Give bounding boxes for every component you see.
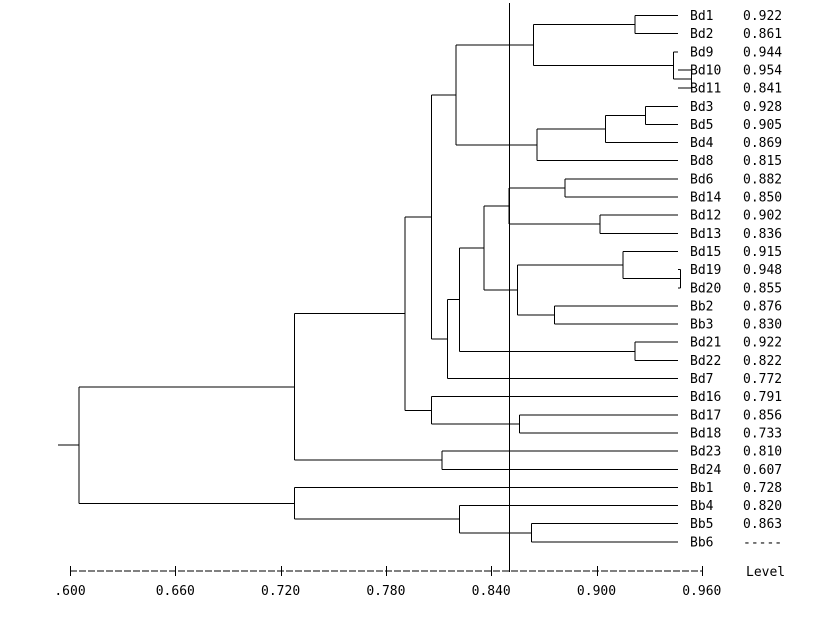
leaf-name: Bd11 xyxy=(690,82,721,97)
axis-tick-label: .600 xyxy=(54,584,85,599)
leaf-similarity-value: ----- xyxy=(743,535,782,550)
dendrogram-branches xyxy=(58,15,692,543)
leaf-name: Bd24 xyxy=(690,463,721,478)
leaf-similarity-value: 0.922 xyxy=(743,9,782,24)
leaf-similarity-value: 0.836 xyxy=(743,227,782,242)
leaf-similarity-value: 0.822 xyxy=(743,354,782,369)
leaf-name: Bd18 xyxy=(690,426,721,441)
leaf-similarity-value: 0.855 xyxy=(743,281,782,296)
leaf-name: Bd13 xyxy=(690,227,721,242)
leaf-similarity-value: 0.728 xyxy=(743,481,782,496)
leaf-name: Bd14 xyxy=(690,191,721,206)
level-axis: .600 0.660 0.720 0.780 0.840 0.900 0.960 Level xyxy=(54,3,785,599)
leaf-name: Bd15 xyxy=(690,245,721,260)
leaf-name: Bb5 xyxy=(690,517,713,532)
leaf-name: Bd12 xyxy=(690,209,721,224)
leaf-similarity-value: 0.733 xyxy=(743,426,782,441)
leaf-similarity-value: 0.944 xyxy=(743,45,782,60)
leaf-name: Bd5 xyxy=(690,118,713,133)
leaf-similarity-value: 0.841 xyxy=(743,82,782,97)
leaf-similarity-value: 0.902 xyxy=(743,209,782,224)
leaf-name: Bd3 xyxy=(690,100,713,115)
leaf-name: Bb3 xyxy=(690,318,713,333)
leaf-similarity-value: 0.869 xyxy=(743,136,782,151)
leaf-name: Bd10 xyxy=(690,63,721,78)
axis-tick-label: 0.780 xyxy=(366,584,405,599)
leaf-name: Bd16 xyxy=(690,390,721,405)
leaf-name: Bd21 xyxy=(690,336,721,351)
leaf-similarity-value: 0.922 xyxy=(743,336,782,351)
leaf-name: Bd4 xyxy=(690,136,714,151)
leaf-name: Bd20 xyxy=(690,281,721,296)
leaf-similarity-value: 0.830 xyxy=(743,318,782,333)
leaf-name: Bd17 xyxy=(690,408,721,423)
leaf-similarity-value: 0.954 xyxy=(743,63,782,78)
leaf-similarity-value: 0.863 xyxy=(743,517,782,532)
leaf-similarity-value: 0.850 xyxy=(743,191,782,206)
leaf-similarity-value: 0.856 xyxy=(743,408,782,423)
leaf-similarity-value: 0.791 xyxy=(743,390,782,405)
axis-tick-label: 0.660 xyxy=(156,584,195,599)
leaf-name: Bd9 xyxy=(690,45,713,60)
leaf-name: Bd22 xyxy=(690,354,721,369)
leaf-similarity-value: 0.861 xyxy=(743,27,782,42)
axis-tick-label: 0.900 xyxy=(577,584,616,599)
leaf-similarity-value: 0.928 xyxy=(743,100,782,115)
leaf-name: Bd2 xyxy=(690,27,713,42)
leaf-name: Bb2 xyxy=(690,299,713,314)
leaf-similarity-value: 0.607 xyxy=(743,463,782,478)
axis-tick-label: 0.840 xyxy=(472,584,511,599)
leaf-name: Bb4 xyxy=(690,499,714,514)
leaf-name: Bd8 xyxy=(690,154,713,169)
leaf-name: Bb1 xyxy=(690,481,713,496)
axis-tick-label: 0.960 xyxy=(682,584,721,599)
level-label: Level xyxy=(746,565,785,580)
leaf-labels: Bd1 0.922 Bd2 0.861 Bd9 0.944 Bd10 0.954 Bd11 0.8… xyxy=(690,9,782,550)
leaf-name: Bd23 xyxy=(690,445,721,460)
leaf-name: Bd6 xyxy=(690,172,713,187)
leaf-similarity-value: 0.882 xyxy=(743,172,782,187)
leaf-similarity-value: 0.915 xyxy=(743,245,782,260)
leaf-similarity-value: 0.815 xyxy=(743,154,782,169)
leaf-similarity-value: 0.948 xyxy=(743,263,782,278)
leaf-name: Bd1 xyxy=(690,9,713,24)
leaf-similarity-value: 0.820 xyxy=(743,499,782,514)
leaf-similarity-value: 0.772 xyxy=(743,372,782,387)
leaf-name: Bb6 xyxy=(690,535,713,550)
leaf-name: Bd19 xyxy=(690,263,721,278)
leaf-name: Bd7 xyxy=(690,372,713,387)
leaf-similarity-value: 0.810 xyxy=(743,445,782,460)
leaf-similarity-value: 0.905 xyxy=(743,118,782,133)
leaf-similarity-value: 0.876 xyxy=(743,299,782,314)
axis-tick-label: 0.720 xyxy=(261,584,300,599)
